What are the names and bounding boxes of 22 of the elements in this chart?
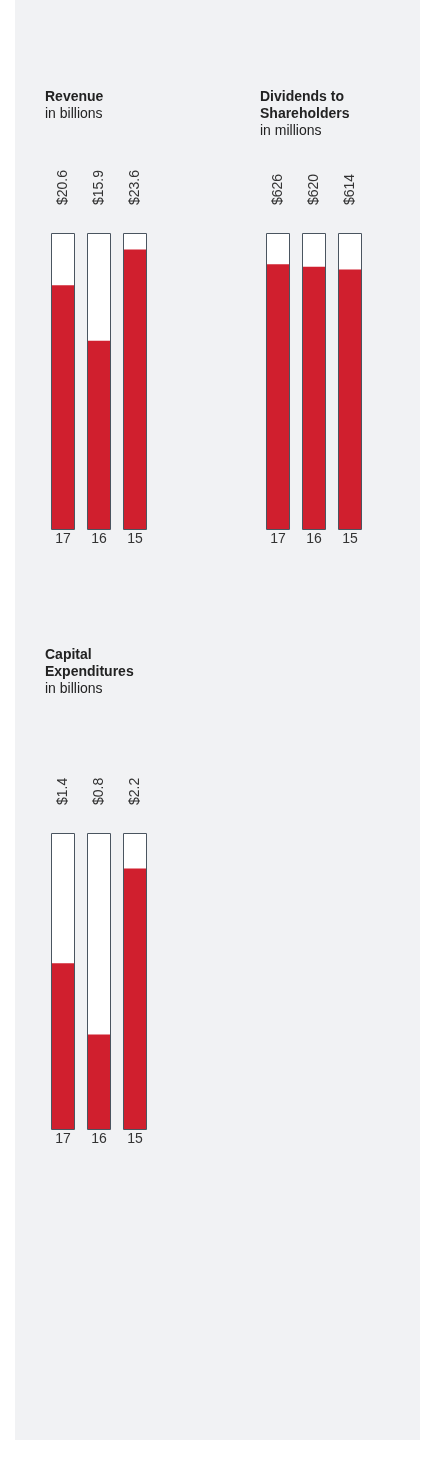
x-tick-label: 15: [127, 530, 143, 547]
x-tick-label: 16: [91, 1130, 107, 1147]
x-tick-label: 17: [55, 1130, 71, 1147]
data-label: $626: [268, 173, 285, 205]
x-tick-label: 15: [342, 530, 358, 547]
data-label: $15.9: [89, 169, 106, 205]
data-label: $20.6: [53, 169, 70, 205]
x-tick-label: 16: [306, 530, 322, 547]
x-tick-label: 17: [55, 530, 71, 547]
data-label: $614: [340, 173, 357, 205]
data-label: $23.6: [125, 169, 142, 205]
data-label: $2.2: [125, 777, 142, 805]
data-label: $620: [304, 173, 321, 205]
x-tick-label: 16: [91, 530, 107, 547]
data-label: $1.4: [53, 777, 70, 805]
x-tick-label: 17: [270, 530, 286, 547]
x-tick-label: 15: [127, 1130, 143, 1147]
chart-subtitle: in billions: [45, 680, 104, 697]
chart-subtitle: in millions: [260, 122, 323, 139]
chart-subtitle: in billions: [45, 105, 104, 122]
data-label: $0.8: [89, 777, 106, 805]
chart-title: Revenue: [45, 88, 105, 105]
